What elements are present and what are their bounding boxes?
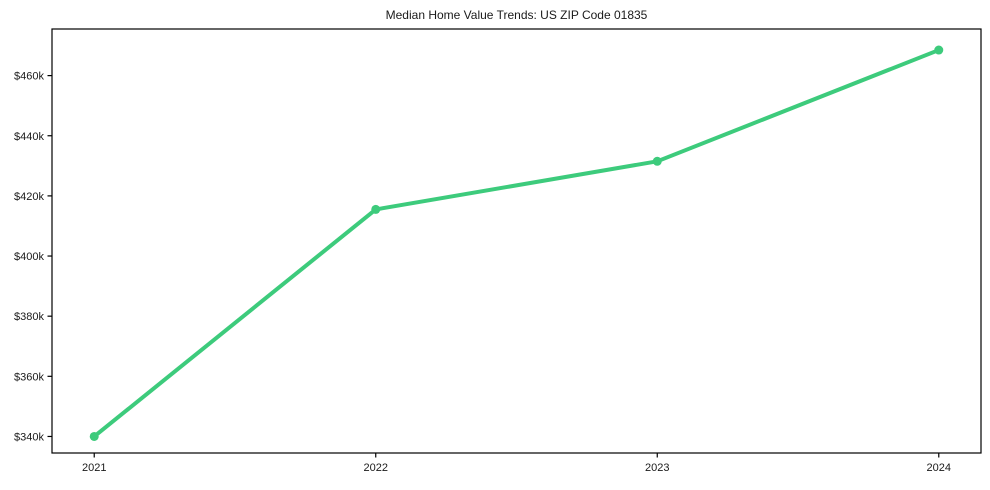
y-tick-label: $440k <box>14 131 44 143</box>
y-tick-label: $460k <box>14 71 44 83</box>
x-tick-label: 2024 <box>927 462 951 474</box>
x-tick-label: 2021 <box>82 462 106 474</box>
y-tick-label: $420k <box>14 191 44 203</box>
chart-title: Median Home Value Trends: US ZIP Code 01… <box>385 8 648 22</box>
trend-line <box>92 48 941 439</box>
y-tick-label: $400k <box>14 251 44 263</box>
data-point-marker <box>89 431 99 441</box>
y-tick-label: $380k <box>14 311 44 323</box>
y-tick-label: $340k <box>14 431 44 443</box>
x-tick-label: 2023 <box>645 462 669 474</box>
data-point-marker <box>652 156 662 166</box>
data-point-marker <box>934 45 944 55</box>
y-tick-label: $360k <box>14 371 44 383</box>
plot-border <box>51 28 982 454</box>
x-tick-label: 2022 <box>364 462 388 474</box>
data-point-marker <box>371 204 381 214</box>
